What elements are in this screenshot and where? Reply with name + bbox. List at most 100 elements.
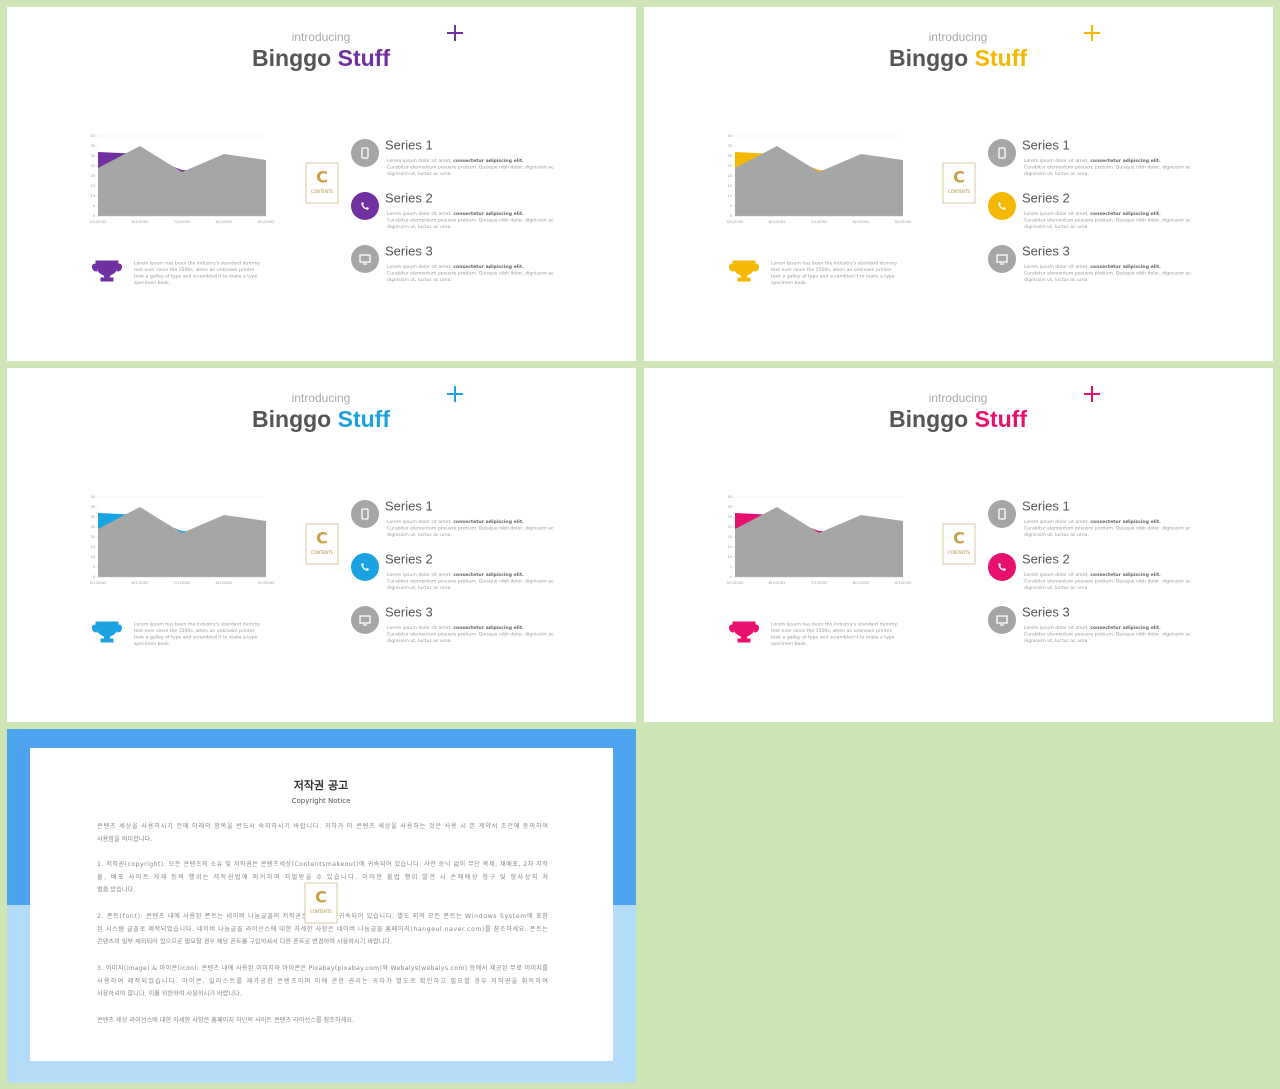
desc-bold: consectetur adipiscing elit.: [1090, 519, 1161, 525]
trophy: [91, 260, 123, 282]
title-b: Stuff: [338, 406, 391, 432]
desc-bold: consectetur adipiscing elit.: [453, 625, 524, 631]
y-tick-label: 30: [91, 515, 95, 519]
item-title: Series 2: [385, 551, 433, 566]
item-desc: Curabitur elementum posuere pretium. Qui…: [387, 632, 554, 638]
y-tick-label: 5: [93, 565, 95, 569]
y-tick-label: 0: [730, 214, 732, 218]
logo-text: CONTENTS: [311, 550, 333, 555]
y-tick-label: 10: [91, 194, 95, 198]
item-title: Series 2: [385, 190, 433, 205]
desc-bold: consectetur adipiscing elit.: [453, 519, 524, 525]
x-tick-label: 9/1/2002: [257, 580, 275, 585]
y-tick-label: 20: [91, 174, 95, 178]
desc-lead: Lorem ipsum dolor sit amet,: [387, 158, 453, 164]
logo-letter: C: [953, 168, 965, 187]
kicker: introducing: [292, 30, 351, 44]
y-tick-label: 10: [728, 555, 732, 559]
item-desc: dignissim ut, luctus ac urna.: [1024, 277, 1089, 283]
y-tick-label: 35: [91, 505, 95, 509]
y-tick-label: 40: [91, 134, 95, 138]
notice-line: 사용함을 의미합니다.: [97, 835, 152, 843]
item-desc: Lorem ipsum dolor sit amet, consectetur …: [387, 519, 524, 525]
y-tick-label: 20: [728, 174, 732, 178]
item-desc: Curabitur elementum posuere pretium. Qui…: [1024, 579, 1191, 585]
trophy-text: Lorem Ipsum has been the industry's stan…: [134, 622, 260, 628]
desc-lead: Lorem ipsum dolor sit amet,: [387, 572, 453, 578]
x-tick-label: 8/1/2002: [852, 580, 870, 585]
notice-subtitle: Copyright Notice: [292, 797, 351, 805]
notice-line: 1. 저작권(copyright): 모든 콘텐츠의 소유 및 저작권은 콘텐츠…: [97, 860, 548, 868]
item-title: Series 3: [1022, 604, 1070, 619]
item-desc: dignissim ut, luctus ac urna.: [387, 171, 452, 177]
title-b: Stuff: [338, 45, 391, 71]
item-icon: [351, 500, 379, 528]
call-icon: [998, 202, 1006, 210]
item-desc: Curabitur elementum posuere pretium. Qui…: [1024, 165, 1191, 171]
plus: [447, 25, 463, 41]
y-tick-label: 30: [728, 154, 732, 158]
item-title: Series 3: [1022, 243, 1070, 258]
item-title: Series 1: [1022, 137, 1070, 152]
trophy: [91, 621, 123, 643]
desc-bold: consectetur adipiscing elit.: [1090, 625, 1161, 631]
desc-lead: Lorem ipsum dolor sit amet,: [1024, 572, 1090, 578]
x-tick-label: 8/1/2002: [852, 219, 870, 224]
slide-title: Binggo Stuff: [252, 45, 390, 71]
y-tick-label: 30: [91, 154, 95, 158]
y-tick-label: 0: [93, 575, 95, 579]
y-tick-label: 0: [93, 214, 95, 218]
desc-bold: consectetur adipiscing elit.: [453, 572, 524, 578]
item-desc: dignissim ut, luctus ac urna.: [387, 224, 452, 230]
y-tick-label: 40: [728, 134, 732, 138]
x-tick-label: 5/1/2002: [89, 580, 107, 585]
trophy-text: text ever since the 1500s, when an unkno…: [134, 628, 255, 634]
item-title: Series 1: [385, 137, 433, 152]
logo-letter: C: [315, 888, 327, 907]
desc-lead: Lorem ipsum dolor sit amet,: [1024, 158, 1090, 164]
y-tick-label: 5: [730, 565, 732, 569]
item-title: Series 2: [1022, 551, 1070, 566]
desc-bold: consectetur adipiscing elit.: [1090, 264, 1161, 270]
y-tick-label: 35: [91, 144, 95, 148]
trophy-text: specimen book.: [134, 280, 170, 286]
trophy-text: specimen book.: [134, 641, 170, 647]
area: [735, 146, 903, 216]
item-desc: Curabitur elementum posuere pretium. Qui…: [387, 165, 554, 171]
item-desc: Lorem ipsum dolor sit amet, consectetur …: [387, 158, 524, 164]
y-tick-label: 5: [730, 204, 732, 208]
title-a: Binggo: [889, 45, 968, 71]
plus: [447, 386, 463, 402]
item-icon: [351, 139, 379, 167]
trophy-text: text ever since the 1500s, when an unkno…: [134, 267, 255, 273]
notice-line: 된 시스템 글꼴로 제작되었습니다. 네이버 나눔글꼴 라이선스에 대한 자세한…: [97, 925, 548, 933]
x-tick-label: 7/1/2002: [810, 219, 828, 224]
logo-text: CONTENTS: [948, 189, 970, 194]
call-icon: [361, 563, 369, 571]
item-desc: dignissim ut, luctus ac urna.: [387, 585, 452, 591]
monitor-icon: [996, 254, 1008, 263]
notice-line: 3. 이미지(image) & 아이콘(icon): 콘텐츠 내에 사용된 이미…: [97, 964, 548, 972]
item-desc: dignissim ut, luctus ac urna.: [387, 638, 452, 644]
item-icon: [351, 553, 379, 581]
item-desc: Lorem ipsum dolor sit amet, consectetur …: [387, 572, 524, 578]
trophy-text: text ever since the 1500s, when an unkno…: [771, 267, 892, 273]
slide-title: Binggo Stuff: [889, 406, 1027, 432]
area: [98, 146, 266, 216]
item-desc: Lorem ipsum dolor sit amet, consectetur …: [1024, 264, 1161, 270]
item-icon: [351, 245, 379, 273]
notice-line: 콘텐츠 세상 라이선스에 대한 자세한 사항은 홈페이지 하단의 사이트 콘텐츠…: [97, 1016, 354, 1024]
kicker: introducing: [929, 30, 988, 44]
kicker: introducing: [929, 391, 988, 405]
desc-bold: consectetur adipiscing elit.: [1090, 572, 1161, 578]
trophy: [728, 260, 760, 282]
notice-line: 물, 배포 사이트 게재 등의 행위는 저작권법에 의거하여 처벌받을 수 있습…: [97, 873, 548, 881]
desc-bold: consectetur adipiscing elit.: [1090, 211, 1161, 217]
notice-line: 사용하셔야 합니다. 이를 위반하여 사용하시기 바랍니다.: [97, 990, 242, 998]
item-desc: dignissim ut, luctus ac urna.: [387, 277, 452, 283]
item-title: Series 1: [1022, 498, 1070, 513]
logo-letter: C: [953, 529, 965, 548]
